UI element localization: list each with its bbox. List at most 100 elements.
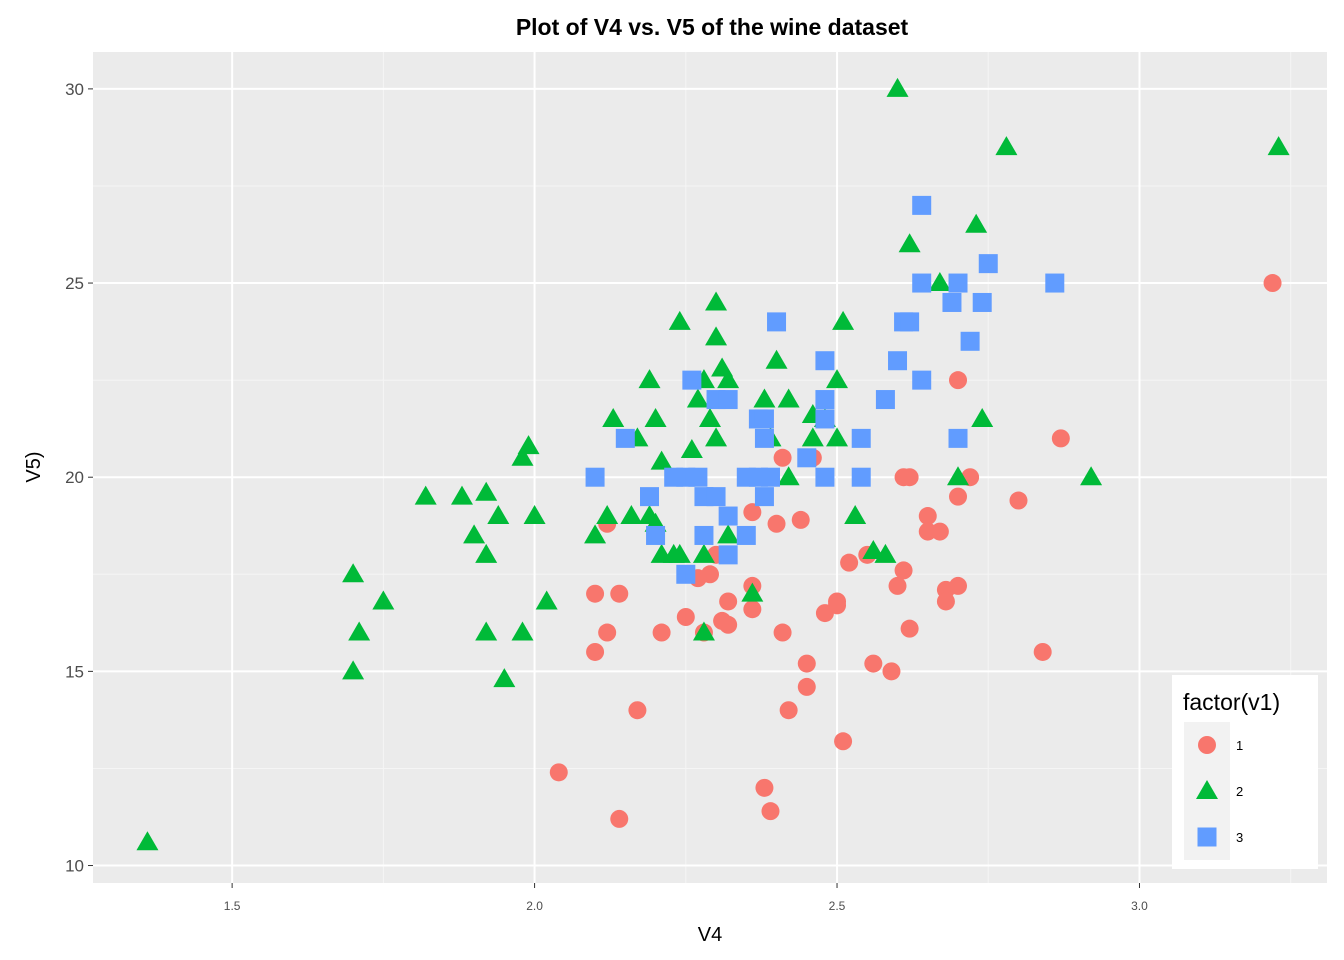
- point-series-2: [826, 427, 849, 447]
- data-points: [136, 77, 1290, 851]
- point-series-3: [978, 254, 998, 274]
- point-series-2: [668, 543, 691, 563]
- x-axis: 1.5 2.0 2.5 3.0: [224, 883, 1148, 913]
- point-series-2: [826, 369, 849, 389]
- point-series-1: [586, 584, 605, 603]
- point-series-2: [928, 272, 951, 292]
- y-tick-label: 25: [65, 274, 84, 293]
- point-series-2: [765, 349, 788, 369]
- point-series-2: [523, 505, 546, 525]
- point-series-2: [620, 505, 643, 525]
- point-series-2: [705, 291, 728, 311]
- point-series-1: [610, 809, 629, 828]
- point-series-3: [615, 428, 635, 448]
- point-series-2: [1080, 466, 1103, 486]
- point-series-2: [602, 407, 625, 427]
- y-tick-label: 20: [65, 468, 84, 487]
- point-series-2: [650, 450, 673, 470]
- point-series-3: [948, 428, 968, 448]
- point-series-1: [797, 654, 816, 673]
- point-series-3: [718, 506, 738, 526]
- point-series-2: [971, 407, 994, 427]
- point-series-2: [342, 660, 365, 680]
- point-series-2: [372, 590, 395, 610]
- point-series-2: [1267, 136, 1290, 156]
- legend: factor(v1) 1 2 3: [1172, 675, 1318, 869]
- point-series-1: [773, 448, 792, 467]
- point-series-2: [692, 621, 715, 641]
- point-series-3: [851, 467, 871, 487]
- point-series-2: [596, 505, 619, 525]
- point-series-2: [475, 481, 498, 501]
- point-series-3: [718, 390, 738, 410]
- y-tick-label: 15: [65, 662, 84, 681]
- point-series-1: [755, 778, 774, 797]
- point-series-1: [719, 615, 738, 634]
- point-series-2: [692, 543, 715, 563]
- point-series-1: [815, 604, 834, 623]
- point-series-3: [851, 428, 871, 448]
- point-series-1: [676, 608, 695, 627]
- point-series-3: [912, 273, 932, 293]
- y-axis-title: V5): [23, 451, 45, 482]
- point-series-3: [942, 292, 962, 312]
- point-series-1: [719, 592, 738, 611]
- legend-key-3: [1197, 827, 1217, 847]
- point-series-2: [511, 621, 534, 641]
- point-series-3: [736, 525, 756, 545]
- point-series-3: [767, 312, 787, 332]
- point-series-2: [699, 407, 721, 427]
- point-series-3: [694, 525, 714, 545]
- point-series-2: [753, 388, 776, 408]
- point-series-1: [900, 468, 919, 487]
- point-series-1: [743, 503, 762, 522]
- point-series-2: [644, 407, 667, 427]
- point-series-3: [815, 409, 835, 429]
- point-series-2: [844, 505, 867, 525]
- point-series-1: [761, 802, 780, 821]
- point-series-3: [972, 292, 992, 312]
- point-series-2: [668, 310, 691, 330]
- point-series-1: [549, 763, 568, 782]
- point-series-2: [414, 485, 437, 505]
- point-series-2: [686, 388, 709, 408]
- point-series-2: [832, 310, 855, 330]
- point-series-2: [862, 539, 885, 559]
- point-series-1: [900, 619, 919, 638]
- point-series-2: [705, 427, 728, 447]
- legend-title: factor(v1): [1183, 689, 1280, 715]
- point-series-3: [815, 467, 835, 487]
- point-series-2: [584, 524, 607, 544]
- point-series-3: [815, 351, 835, 371]
- point-series-3: [754, 428, 774, 448]
- point-series-2: [493, 668, 516, 688]
- point-series-1: [773, 623, 792, 642]
- point-series-1: [1263, 274, 1282, 293]
- point-series-3: [1045, 273, 1065, 293]
- point-series-2: [487, 505, 510, 525]
- point-series-1: [598, 623, 617, 642]
- legend-label: 2: [1236, 784, 1243, 799]
- point-series-1: [797, 677, 816, 696]
- point-series-2: [638, 369, 661, 389]
- x-tick-label: 2.5: [829, 899, 846, 913]
- point-series-1: [882, 662, 901, 681]
- point-series-1: [949, 487, 968, 506]
- point-series-3: [912, 370, 932, 390]
- point-series-2: [874, 543, 897, 563]
- point-series-2: [475, 621, 498, 641]
- point-series-2: [342, 563, 365, 583]
- x-tick-label: 3.0: [1131, 899, 1148, 913]
- point-series-2: [995, 136, 1018, 156]
- point-series-3: [888, 351, 908, 371]
- point-series-3: [875, 390, 895, 410]
- point-series-3: [754, 409, 774, 429]
- point-series-3: [640, 487, 660, 507]
- point-series-2: [348, 621, 371, 641]
- point-series-1: [864, 654, 883, 673]
- point-series-3: [682, 370, 702, 390]
- point-series-3: [754, 487, 774, 507]
- point-series-1: [791, 510, 810, 529]
- point-series-3: [960, 331, 980, 351]
